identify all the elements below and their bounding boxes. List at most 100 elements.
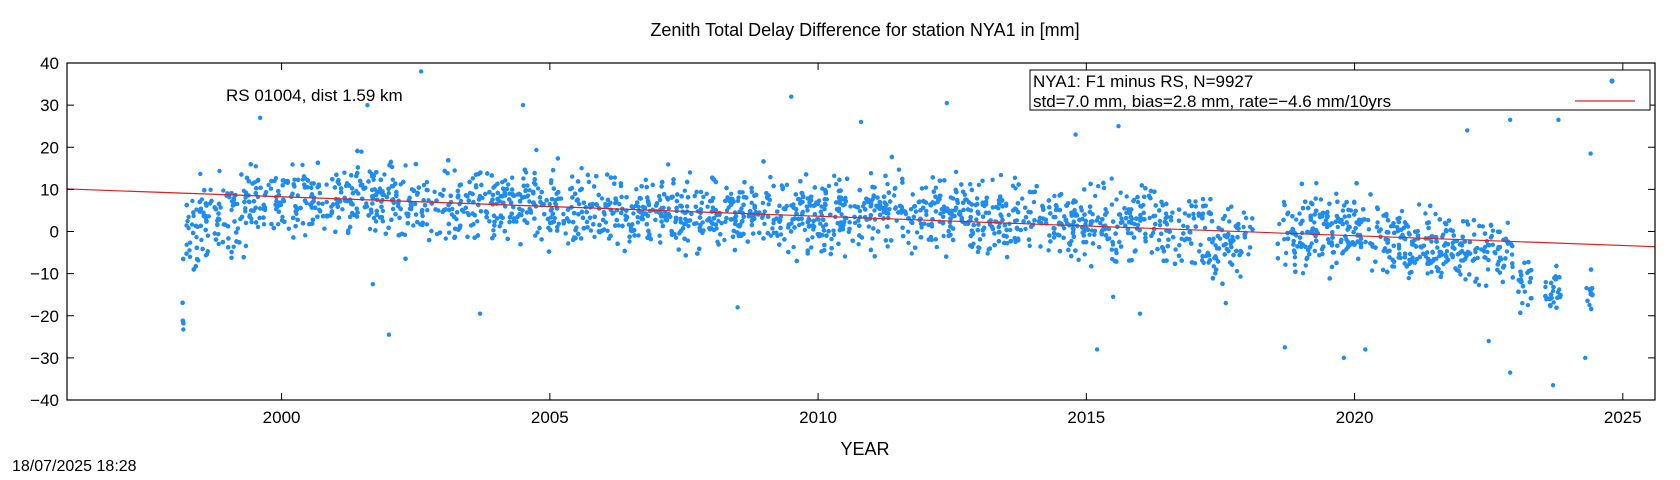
scatter-point: [242, 199, 247, 205]
scatter-point: [226, 236, 231, 241]
scatter-point: [361, 186, 366, 191]
scatter-point: [1307, 252, 1312, 257]
scatter-point: [1369, 268, 1375, 273]
scatter-point: [1353, 208, 1358, 214]
scatter-point: [1200, 254, 1205, 259]
scatter-point: [1212, 255, 1217, 261]
scatter-point: [1459, 243, 1465, 248]
scatter-point: [457, 201, 462, 207]
scatter-point: [320, 201, 325, 206]
scatter-point: [1312, 220, 1317, 225]
scatter-point: [1361, 207, 1366, 212]
scatter-point: [725, 195, 730, 200]
scatter-point: [356, 191, 361, 196]
scatter-point: [1064, 221, 1070, 226]
scatter-point: [821, 217, 826, 222]
scatter-point: [215, 222, 220, 227]
scatter-point: [1467, 251, 1473, 256]
scatter-point: [885, 224, 890, 229]
scatter-point: [783, 206, 788, 212]
scatter-point: [930, 175, 935, 180]
scatter-point: [823, 222, 829, 227]
scatter-point: [302, 182, 307, 187]
scatter-point: [1171, 235, 1176, 240]
scatter-point: [828, 212, 833, 217]
scatter-point: [494, 201, 499, 206]
scatter-point: [945, 206, 950, 211]
scatter-point: [549, 178, 554, 183]
scatter-point: [237, 240, 242, 245]
scatter-point: [689, 211, 694, 217]
scatter-point: [1040, 216, 1046, 221]
scatter-point: [349, 173, 354, 178]
scatter-point: [1554, 263, 1559, 269]
scatter-point: [707, 227, 713, 232]
scatter-point: [608, 175, 614, 180]
scatter-point: [1495, 229, 1501, 234]
scatter-point: [1351, 230, 1356, 235]
scatter-point: [556, 190, 561, 195]
scatter-point: [403, 163, 408, 168]
scatter-point: [1015, 226, 1020, 232]
scatter-point: [1282, 237, 1287, 242]
scatter-point: [1345, 239, 1351, 245]
scatter-points: [180, 69, 1595, 388]
scatter-point: [1290, 214, 1295, 219]
scatter-point: [800, 221, 805, 226]
scatter-point: [579, 186, 584, 192]
scatter-point: [239, 172, 244, 177]
scatter-point: [1285, 211, 1290, 217]
scatter-point: [1415, 233, 1421, 238]
scatter-point: [864, 196, 869, 201]
scatter-point: [1308, 200, 1314, 206]
scatter-point: [286, 226, 291, 231]
scatter-point: [473, 185, 479, 190]
scatter-point: [1551, 284, 1556, 290]
scatter-point: [561, 219, 566, 224]
scatter-point: [544, 198, 549, 203]
scatter-point: [1056, 222, 1062, 227]
scatter-point: [471, 222, 476, 227]
scatter-point: [1069, 253, 1074, 259]
scatter-point: [837, 197, 842, 203]
scatter-point: [1085, 227, 1091, 232]
scatter-point: [685, 179, 690, 185]
scatter-point: [358, 178, 363, 184]
scatter-point: [334, 172, 339, 177]
scatter-point: [276, 222, 281, 227]
scatter-point: [1298, 221, 1303, 226]
scatter-point: [1052, 193, 1057, 199]
scatter-point: [1015, 236, 1021, 241]
scatter-point: [809, 245, 814, 250]
scatter-point: [924, 212, 929, 217]
scatter-point: [940, 206, 946, 212]
scatter-point: [912, 245, 918, 250]
scatter-point: [986, 210, 991, 216]
scatter-point: [1172, 261, 1178, 266]
scatter-point: [1114, 259, 1119, 264]
scatter-point: [1425, 271, 1430, 276]
scatter-point: [1008, 227, 1013, 233]
scatter-point: [1143, 186, 1148, 191]
scatter-point: [487, 190, 492, 195]
scatter-point: [1520, 301, 1525, 306]
scatter-point: [1529, 267, 1534, 273]
scatter-point: [1247, 245, 1253, 250]
scatter-point: [373, 228, 378, 233]
scatter-point: [1029, 224, 1034, 229]
scatter-point: [1051, 231, 1057, 236]
scatter-point: [974, 217, 979, 222]
scatter-point: [822, 206, 827, 212]
scatter-point: [1282, 202, 1287, 208]
scatter-point-outlier: [1094, 347, 1100, 352]
scatter-point: [249, 208, 254, 213]
scatter-point: [587, 215, 593, 220]
scatter-point: [1330, 235, 1335, 240]
scatter-point: [241, 255, 246, 260]
scatter-point: [1003, 203, 1009, 208]
scatter-point: [1417, 254, 1423, 260]
scatter-point: [1404, 264, 1410, 269]
scatter-point: [224, 193, 229, 198]
scatter-point: [900, 225, 905, 230]
scatter-point: [1179, 258, 1184, 263]
